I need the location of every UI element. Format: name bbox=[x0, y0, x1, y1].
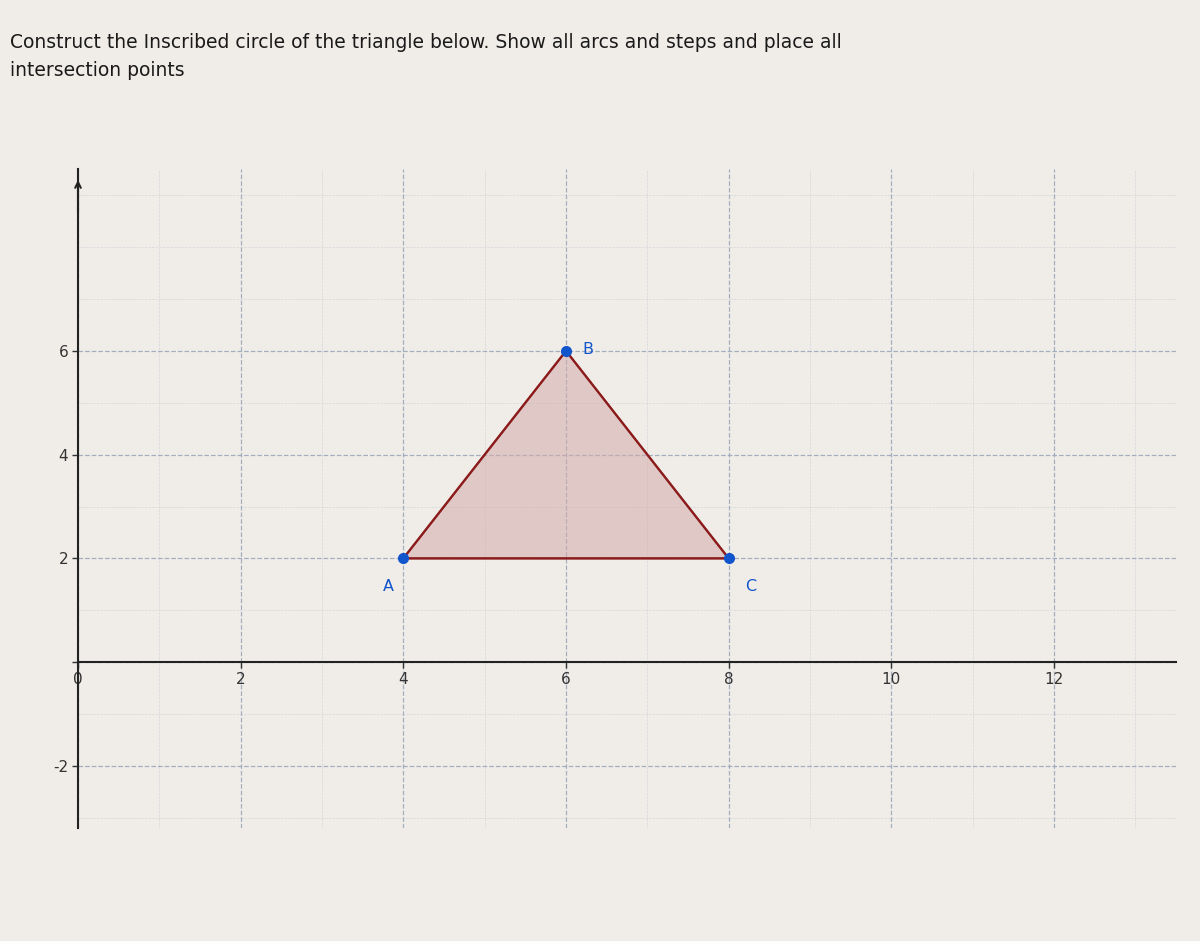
Text: B: B bbox=[582, 342, 593, 357]
Polygon shape bbox=[403, 351, 728, 558]
Text: Construct the Inscribed circle of the triangle below. Show all arcs and steps an: Construct the Inscribed circle of the tr… bbox=[10, 33, 841, 52]
Text: A: A bbox=[383, 579, 394, 594]
Text: C: C bbox=[745, 579, 756, 594]
Text: intersection points: intersection points bbox=[10, 61, 185, 80]
